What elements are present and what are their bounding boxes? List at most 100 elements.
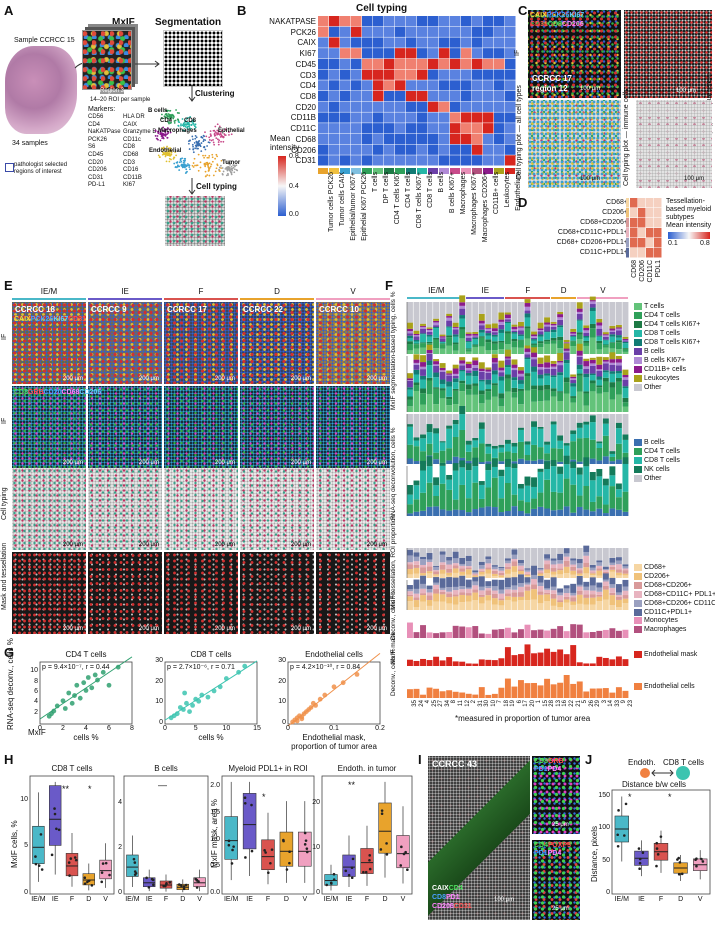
umap-point [181, 157, 184, 160]
umap-point [183, 157, 186, 160]
panel-f-tess-a-segment [498, 572, 505, 576]
panel-f-tess-b-segment [439, 601, 446, 610]
panel-f-sample-id: 30 [484, 700, 491, 707]
umap-point [174, 151, 177, 154]
panel-f-seg-typing-b-segment [491, 370, 498, 375]
scatter-ytick: 0 [282, 719, 286, 726]
umap-point [179, 159, 182, 162]
umap-point [214, 131, 217, 133]
panel-f-deconv-a-segment [498, 461, 505, 464]
panel-e-image-ct: 200 μm [164, 468, 238, 550]
umap-point [181, 124, 184, 127]
panel-f-deconv-a-segment [511, 461, 518, 464]
panel-f-seg-typing-a-segment [407, 333, 413, 336]
panel-f-tess-b-segment [426, 605, 433, 610]
panel-f-tess-b-segment [413, 588, 420, 594]
heatmap-b-cell [384, 144, 395, 155]
umap-point [156, 135, 159, 137]
panel-f-endo-cells-bar [609, 692, 616, 698]
panel-f-seg-typing-b-segment [609, 399, 616, 412]
panel-f-tess-a-segment [439, 562, 446, 565]
panel-f-deconv-a-other [609, 414, 616, 452]
panel-f-deconv-b-segment [609, 466, 616, 476]
boxplot-box [49, 785, 62, 846]
panel-f-seg-typing-b-segment [472, 367, 479, 371]
panel-f-legend3-item: CD68+ [634, 563, 666, 572]
panel-f-seg-typing-b-segment [531, 401, 537, 412]
umap-point [175, 166, 178, 169]
panel-f-deconv-a-other [550, 414, 557, 422]
umap-plot [154, 109, 239, 178]
panel-f-tess-a-segment [504, 563, 511, 567]
umap-point [220, 140, 222, 143]
panel-f-seg-typing-b-segment [576, 364, 583, 370]
umap-point [204, 175, 207, 178]
panel-f-seg-typing-b-segment [452, 368, 459, 374]
panel-f-deconv-b-segment [563, 455, 570, 465]
panel-f-deconv-b-segment [504, 510, 511, 516]
heatmap-b-cell [362, 112, 373, 123]
heatmap-b-cell [395, 69, 406, 80]
panel-f-seg-typing-b-segment [426, 380, 433, 394]
heatmap-b-col-color [483, 168, 493, 174]
heatmap-b-col-color [340, 168, 350, 174]
panel-f-endo-cells-bar [531, 682, 537, 698]
panel-f-tess-b-segment [504, 589, 511, 594]
boxplot [321, 775, 413, 895]
scatter-ytick: 20 [278, 677, 286, 685]
heatmap-b-cell [439, 133, 450, 145]
panel-f-deconv-b-segment [622, 511, 629, 516]
celltyping-image [165, 196, 225, 246]
panel-f-seg-typing-b-segment [472, 376, 479, 384]
panel-f-deconv-b-segment [537, 471, 544, 493]
panel-f-seg-typing-a-other [557, 302, 564, 312]
panel-f-seg-typing-a-segment [518, 321, 524, 327]
panel-f-deconv-a-segment [518, 429, 524, 442]
panel-f-deconv-a-segment [498, 444, 505, 448]
panel-f-seg-typing-b-segment [596, 385, 603, 388]
panel-f-deconv-a-other [524, 414, 531, 442]
panel-f-tess-b-segment [518, 574, 524, 584]
panel-f-endo-bar [596, 656, 603, 666]
heatmap-b-cell [439, 58, 450, 70]
scatter-point [294, 718, 300, 724]
panel-f-deconv-b-segment [498, 498, 505, 513]
panel-f-seg-typing-b-segment [407, 406, 413, 412]
panel-f-deconv-b-segment [531, 498, 537, 509]
panel-f-deconv-b-segment [524, 502, 531, 514]
panel-f-seg-typing-b [406, 343, 629, 412]
umap-point [208, 155, 211, 157]
panel-f-seg-typing-a-segment [589, 337, 596, 354]
panel-f-deconv-a-segment [570, 430, 577, 435]
panel-f-seg-typing-a-segment [439, 348, 446, 354]
umap-point [200, 150, 203, 153]
scatter-xlabel: cells % [198, 733, 224, 742]
heatmap-b-cell [318, 80, 329, 91]
umap-point [220, 167, 223, 170]
heatmap-b-cell [417, 80, 428, 91]
boxplot-point [332, 878, 336, 881]
heatmap-d-row-color [626, 238, 629, 248]
panel-f-seg-typing-b-segment [472, 370, 479, 377]
panel-f-tess-b-segment [524, 600, 531, 610]
panel-f-seg-typing-a [406, 295, 629, 354]
heatmap-b-cell [483, 133, 494, 145]
panel-f-seg-typing-a-segment [511, 329, 518, 331]
umap-point [225, 174, 228, 177]
panel-f-seg-typing-b-segment [602, 360, 609, 362]
markers-col1: CD56 CD4 NaKATPase PCK26 S6 CD45 CD20 CD206 CD31… [88, 114, 121, 190]
heatmap-b-cell [428, 144, 439, 155]
umap-point [167, 113, 170, 115]
panel-f-seg-typing-a-other [465, 302, 472, 333]
panel-f-tess-b-segment [518, 586, 524, 593]
boxplot-point [304, 839, 308, 842]
panel-f-endo-bar [413, 660, 420, 666]
heatmap-b-rowlabel: CD3 [299, 70, 316, 80]
marker-item: PCK26 [88, 136, 108, 143]
umap-point [194, 164, 196, 167]
panel-f-tess-a-segment [426, 561, 433, 567]
panel-f-seg-typing-a-segment [602, 345, 609, 348]
legend-label: Macrophages [644, 626, 687, 633]
umap-point [166, 115, 169, 118]
boxplot [123, 775, 209, 895]
